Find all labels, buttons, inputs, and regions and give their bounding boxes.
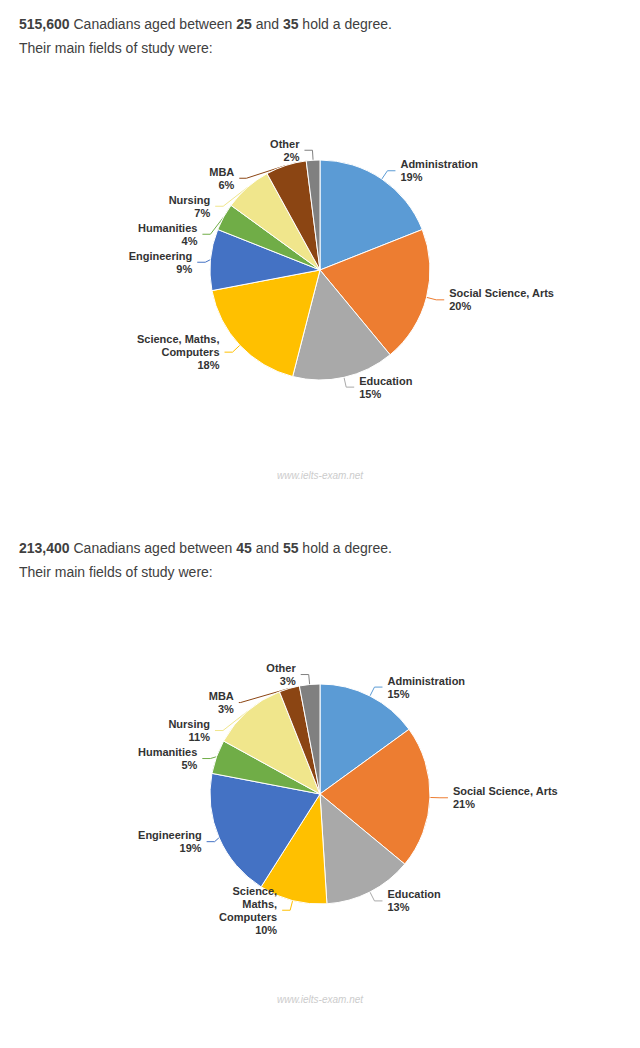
svg-text:15%: 15% bbox=[359, 388, 381, 400]
svg-text:3%: 3% bbox=[218, 703, 234, 715]
svg-text:10%: 10% bbox=[255, 924, 277, 936]
svg-text:Their main fields of study wer: Their main fields of study were: bbox=[19, 40, 213, 56]
svg-text:Humanities: Humanities bbox=[138, 746, 197, 758]
svg-text:www.ielts-exam.net: www.ielts-exam.net bbox=[277, 994, 364, 1005]
svg-text:hold a degree.: hold a degree. bbox=[298, 540, 391, 556]
svg-text:21%: 21% bbox=[453, 798, 475, 810]
svg-text:5%: 5% bbox=[181, 759, 197, 771]
svg-text:55: 55 bbox=[283, 540, 299, 556]
svg-text:Canadians aged between: Canadians aged between bbox=[70, 16, 237, 32]
svg-text:Education: Education bbox=[359, 375, 412, 387]
svg-text:15%: 15% bbox=[387, 688, 409, 700]
svg-text:Canadians aged between: Canadians aged between bbox=[70, 540, 237, 556]
svg-text:Social Science, Arts: Social Science, Arts bbox=[449, 287, 554, 299]
svg-text:Engineering: Engineering bbox=[138, 829, 202, 841]
svg-text:Maths,: Maths, bbox=[242, 898, 277, 910]
svg-text:6%: 6% bbox=[218, 179, 234, 191]
svg-text:19%: 19% bbox=[400, 171, 422, 183]
svg-text:9%: 9% bbox=[176, 263, 192, 275]
svg-text:and: and bbox=[252, 16, 283, 32]
svg-text:Science,: Science, bbox=[233, 885, 278, 897]
svg-text:213,400: 213,400 bbox=[19, 540, 70, 556]
svg-text:Humanities: Humanities bbox=[138, 222, 197, 234]
svg-text:Other: Other bbox=[270, 138, 300, 150]
svg-text:Administration: Administration bbox=[400, 158, 478, 170]
svg-text:4%: 4% bbox=[182, 235, 198, 247]
svg-text:Other: Other bbox=[266, 662, 296, 674]
svg-text:19%: 19% bbox=[180, 842, 202, 854]
svg-text:7%: 7% bbox=[194, 207, 210, 219]
svg-text:MBA: MBA bbox=[209, 690, 234, 702]
svg-text:515,600: 515,600 bbox=[19, 16, 70, 32]
svg-text:Nursing: Nursing bbox=[169, 194, 211, 206]
svg-text:20%: 20% bbox=[449, 300, 471, 312]
svg-text:hold a degree.: hold a degree. bbox=[298, 16, 391, 32]
svg-text:25: 25 bbox=[236, 16, 252, 32]
svg-text:www.ielts-exam.net: www.ielts-exam.net bbox=[277, 470, 364, 481]
svg-text:45: 45 bbox=[236, 540, 252, 556]
svg-text:3%: 3% bbox=[280, 675, 296, 687]
svg-text:Administration: Administration bbox=[387, 675, 465, 687]
svg-text:13%: 13% bbox=[387, 901, 409, 913]
svg-text:11%: 11% bbox=[189, 731, 211, 743]
svg-text:Computers: Computers bbox=[161, 346, 219, 358]
svg-text:and: and bbox=[252, 540, 283, 556]
svg-text:Science, Maths,: Science, Maths, bbox=[137, 333, 220, 345]
svg-text:Computers: Computers bbox=[219, 911, 277, 923]
svg-text:Their main fields of study wer: Their main fields of study were: bbox=[19, 564, 213, 580]
svg-text:Engineering: Engineering bbox=[129, 250, 193, 262]
svg-text:18%: 18% bbox=[197, 359, 219, 371]
svg-text:35: 35 bbox=[283, 16, 299, 32]
svg-text:Nursing: Nursing bbox=[168, 718, 210, 730]
svg-text:2%: 2% bbox=[284, 151, 300, 163]
svg-text:Education: Education bbox=[387, 888, 440, 900]
svg-text:MBA: MBA bbox=[209, 166, 234, 178]
svg-text:Social Science, Arts: Social Science, Arts bbox=[453, 785, 558, 797]
